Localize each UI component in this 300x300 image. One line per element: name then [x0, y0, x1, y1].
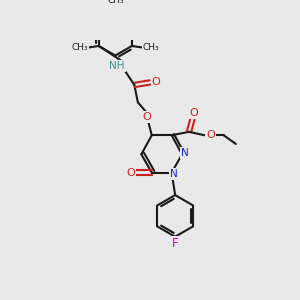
Text: N: N — [170, 169, 178, 179]
Text: O: O — [127, 168, 135, 178]
Text: O: O — [206, 130, 215, 140]
Text: CH₃: CH₃ — [107, 0, 124, 4]
Text: F: F — [172, 237, 178, 250]
Text: CH₃: CH₃ — [142, 43, 159, 52]
Text: CH₃: CH₃ — [71, 43, 88, 52]
Text: O: O — [152, 77, 161, 87]
Text: O: O — [142, 112, 151, 122]
Text: O: O — [189, 108, 198, 118]
Text: N: N — [181, 148, 189, 158]
Text: NH: NH — [109, 61, 125, 71]
